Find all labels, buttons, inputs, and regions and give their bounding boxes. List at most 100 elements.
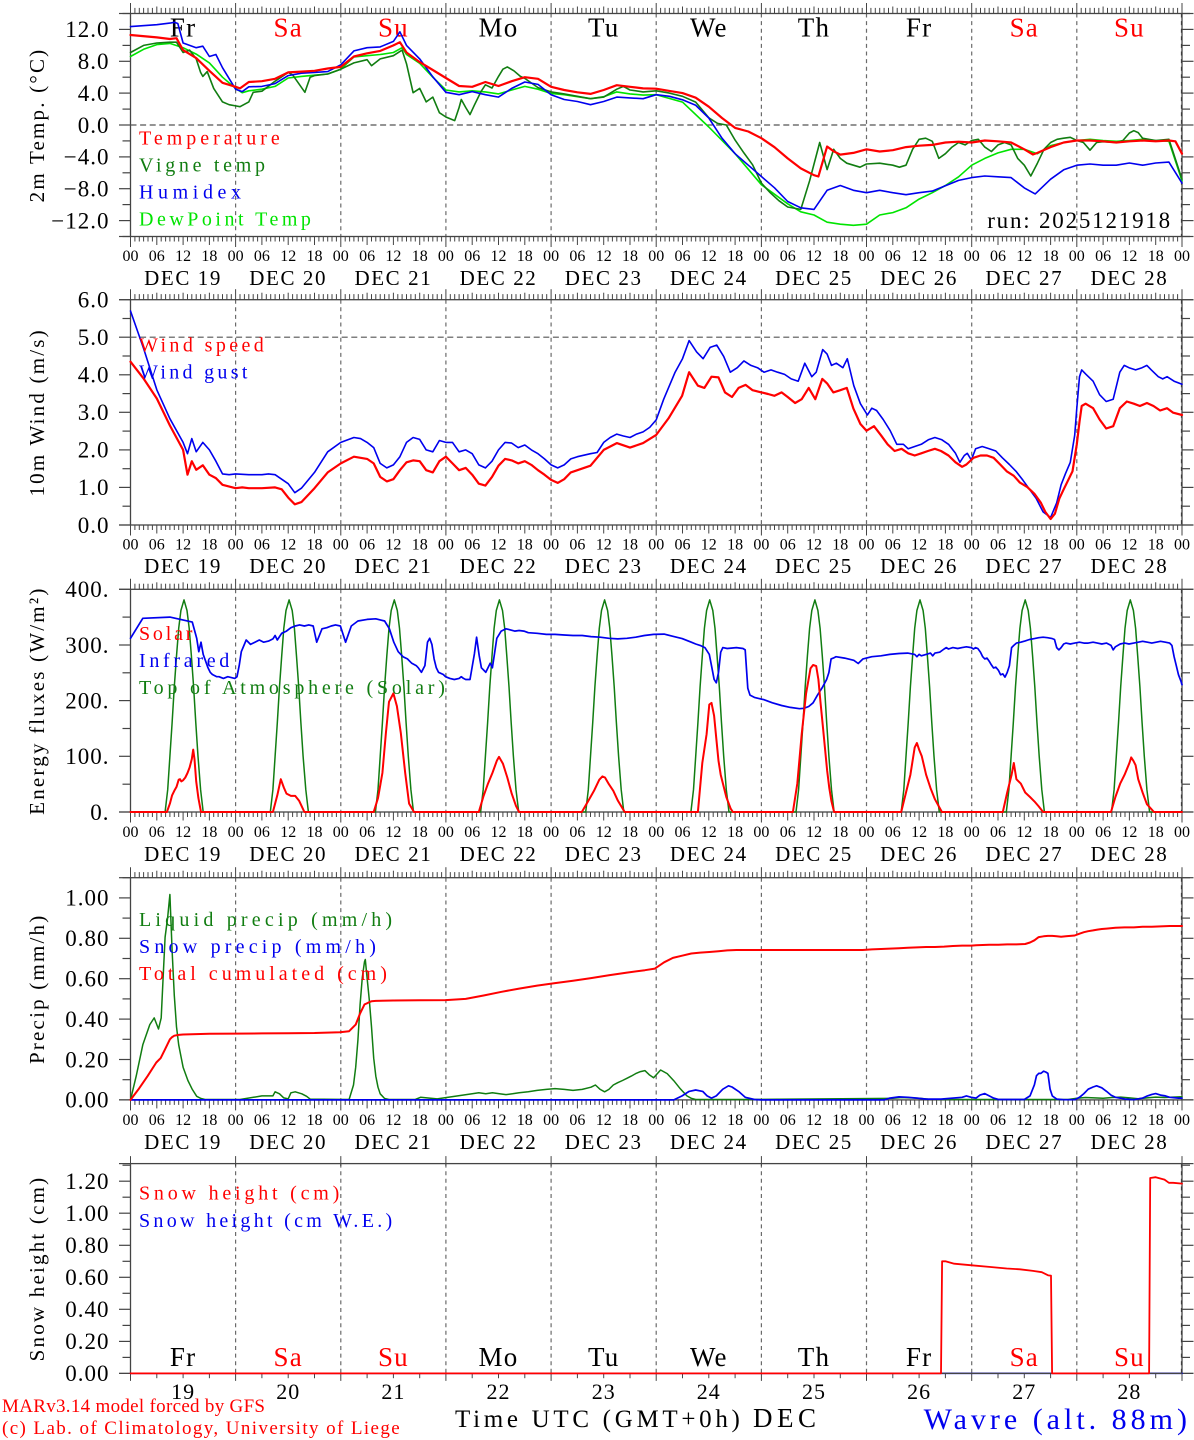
svg-text:Top of Atmosphere (Solar): Top of Atmosphere (Solar) xyxy=(139,677,449,699)
svg-text:1.00: 1.00 xyxy=(65,886,109,911)
svg-text:0.20: 0.20 xyxy=(65,1329,109,1354)
svg-text:MARv3.14 model forced by GFS: MARv3.14 model forced by GFS xyxy=(2,1396,265,1417)
svg-text:18: 18 xyxy=(727,248,743,265)
svg-text:18: 18 xyxy=(1043,1112,1059,1129)
svg-text:12: 12 xyxy=(1016,248,1032,265)
svg-text:00: 00 xyxy=(123,248,139,265)
svg-text:Th: Th xyxy=(798,1342,830,1372)
svg-text:DEC 25: DEC 25 xyxy=(775,1130,853,1154)
svg-text:DEC 27: DEC 27 xyxy=(985,266,1063,290)
svg-text:00: 00 xyxy=(228,1112,244,1129)
svg-text:00: 00 xyxy=(333,824,349,841)
svg-text:DEC 28: DEC 28 xyxy=(1090,554,1168,578)
svg-text:Time UTC (GMT+0h): Time UTC (GMT+0h) xyxy=(455,1406,744,1433)
svg-text:12: 12 xyxy=(911,1112,927,1129)
svg-text:18: 18 xyxy=(412,537,428,554)
svg-text:12: 12 xyxy=(385,248,401,265)
svg-text:Vigne temp: Vigne temp xyxy=(139,155,269,177)
svg-text:06: 06 xyxy=(780,248,796,265)
svg-text:0.20: 0.20 xyxy=(65,1047,109,1072)
svg-text:00: 00 xyxy=(859,1112,875,1129)
svg-text:DEC 26: DEC 26 xyxy=(880,842,958,866)
svg-text:06: 06 xyxy=(675,1112,691,1129)
svg-text:DEC 21: DEC 21 xyxy=(354,1130,432,1154)
svg-text:06: 06 xyxy=(569,248,585,265)
svg-text:00: 00 xyxy=(648,248,664,265)
svg-text:−8.0: −8.0 xyxy=(64,177,110,202)
svg-text:00: 00 xyxy=(438,248,454,265)
svg-text:18: 18 xyxy=(412,824,428,841)
svg-text:Fr: Fr xyxy=(906,13,932,43)
svg-text:06: 06 xyxy=(990,824,1006,841)
svg-text:12: 12 xyxy=(385,824,401,841)
svg-text:Energy fluxes (W/m²): Energy fluxes (W/m²) xyxy=(25,586,49,814)
svg-text:00: 00 xyxy=(753,248,769,265)
svg-text:00: 00 xyxy=(648,1112,664,1129)
svg-text:18: 18 xyxy=(201,1112,217,1129)
svg-text:12: 12 xyxy=(1121,537,1137,554)
svg-text:12: 12 xyxy=(596,248,612,265)
svg-text:DEC 24: DEC 24 xyxy=(670,554,748,578)
svg-text:00: 00 xyxy=(1069,1112,1085,1129)
svg-text:DEC 23: DEC 23 xyxy=(565,554,643,578)
svg-text:400.: 400. xyxy=(65,577,109,602)
svg-text:06: 06 xyxy=(359,248,375,265)
svg-text:06: 06 xyxy=(675,537,691,554)
svg-text:12: 12 xyxy=(1121,1112,1137,1129)
svg-text:DEC 20: DEC 20 xyxy=(249,554,327,578)
svg-text:2m Temp. (°C): 2m Temp. (°C) xyxy=(25,48,49,203)
svg-text:12: 12 xyxy=(385,537,401,554)
svg-text:DEC 19: DEC 19 xyxy=(144,1130,222,1154)
svg-text:10m Wind (m/s): 10m Wind (m/s) xyxy=(25,328,49,496)
svg-text:2.0: 2.0 xyxy=(78,438,110,463)
svg-text:0.60: 0.60 xyxy=(65,1265,109,1290)
svg-text:DEC 23: DEC 23 xyxy=(565,842,643,866)
svg-text:(c) Lab. of Climatology, Unive: (c) Lab. of Climatology, University of L… xyxy=(2,1418,401,1439)
svg-text:DEC 22: DEC 22 xyxy=(460,554,538,578)
svg-text:06: 06 xyxy=(885,824,901,841)
svg-text:06: 06 xyxy=(464,824,480,841)
svg-text:12: 12 xyxy=(1016,537,1032,554)
svg-text:0.80: 0.80 xyxy=(65,1233,109,1258)
svg-text:00: 00 xyxy=(859,537,875,554)
svg-text:DEC 28: DEC 28 xyxy=(1090,1130,1168,1154)
svg-text:18: 18 xyxy=(1148,824,1164,841)
svg-text:06: 06 xyxy=(464,537,480,554)
svg-text:00: 00 xyxy=(333,1112,349,1129)
svg-text:Sa: Sa xyxy=(273,13,302,43)
svg-text:06: 06 xyxy=(885,1112,901,1129)
svg-text:300.: 300. xyxy=(65,633,109,658)
svg-text:12: 12 xyxy=(280,1112,296,1129)
svg-text:12: 12 xyxy=(385,1112,401,1129)
svg-text:Fr: Fr xyxy=(170,1342,196,1372)
svg-text:DEC 27: DEC 27 xyxy=(985,842,1063,866)
svg-text:run: 2025121918: run: 2025121918 xyxy=(987,208,1172,233)
svg-text:5.0: 5.0 xyxy=(78,325,110,350)
svg-text:DewPoint Temp: DewPoint Temp xyxy=(139,209,314,231)
svg-text:DEC 22: DEC 22 xyxy=(460,1130,538,1154)
svg-text:26: 26 xyxy=(907,1379,931,1404)
svg-text:Precip (mm/h): Precip (mm/h) xyxy=(25,914,49,1065)
svg-text:00: 00 xyxy=(1069,248,1085,265)
svg-text:DEC 19: DEC 19 xyxy=(144,266,222,290)
svg-text:27: 27 xyxy=(1012,1379,1036,1404)
svg-text:18: 18 xyxy=(727,537,743,554)
svg-text:06: 06 xyxy=(254,824,270,841)
svg-text:Snow height (cm): Snow height (cm) xyxy=(139,1183,343,1205)
svg-text:18: 18 xyxy=(1043,824,1059,841)
svg-text:DEC 26: DEC 26 xyxy=(880,1130,958,1154)
svg-text:DEC 25: DEC 25 xyxy=(775,554,853,578)
svg-text:18: 18 xyxy=(307,537,323,554)
svg-text:We: We xyxy=(690,1342,728,1372)
svg-text:00: 00 xyxy=(543,248,559,265)
svg-text:12: 12 xyxy=(701,248,717,265)
svg-text:DEC 24: DEC 24 xyxy=(670,266,748,290)
svg-text:12: 12 xyxy=(491,537,507,554)
svg-text:18: 18 xyxy=(622,824,638,841)
svg-text:18: 18 xyxy=(517,824,533,841)
svg-text:DEC 21: DEC 21 xyxy=(354,266,432,290)
svg-text:18: 18 xyxy=(201,248,217,265)
svg-text:DEC 25: DEC 25 xyxy=(775,266,853,290)
svg-text:18: 18 xyxy=(832,537,848,554)
svg-text:00: 00 xyxy=(753,1112,769,1129)
